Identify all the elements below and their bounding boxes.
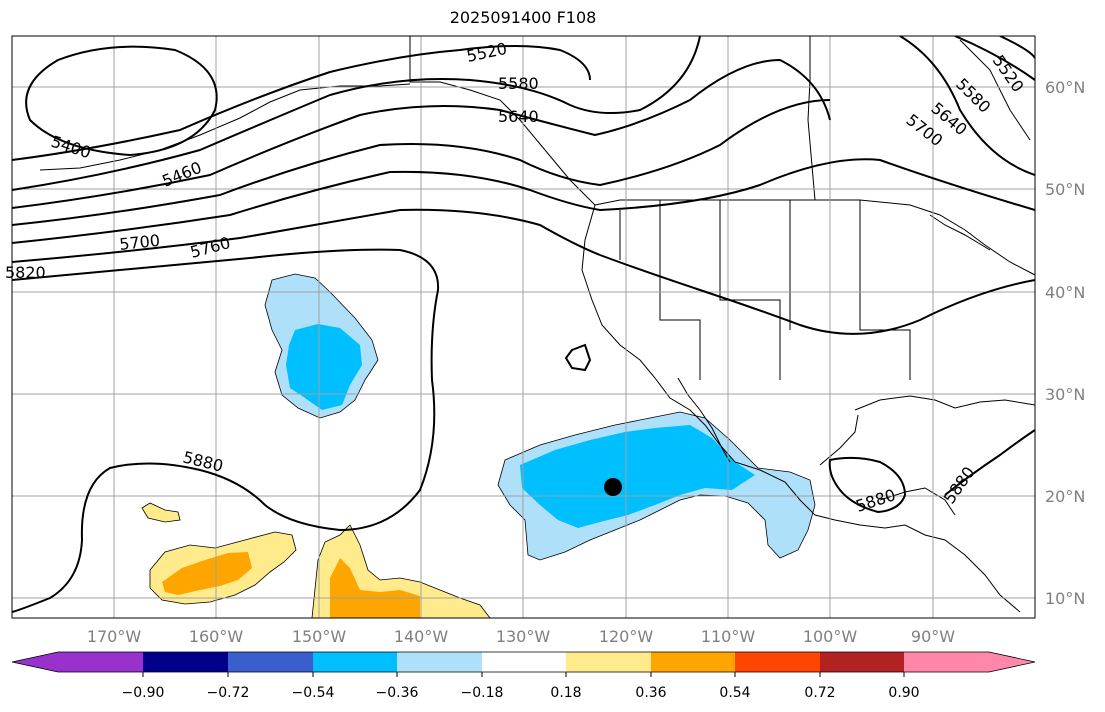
colorbar-segment — [397, 652, 482, 672]
colorbar-segment — [820, 652, 904, 672]
positive-anomaly-hawaii-south-core — [162, 552, 252, 595]
negative-anomaly-north-pacific-core — [286, 324, 362, 410]
colorbar-tick-label: 0.72 — [804, 685, 835, 701]
coastlines — [39, 36, 1035, 613]
colorbar-segment — [651, 652, 735, 672]
lat-tick-label: 40°N — [1045, 283, 1085, 302]
lon-tick-label: 100°W — [803, 627, 858, 646]
lon-tick-label: 120°W — [599, 627, 654, 646]
colorbar-tick-label: −0.18 — [461, 685, 504, 701]
colorbar-extend-high — [989, 652, 1035, 672]
map-title: 2025091400 F108 — [449, 8, 597, 27]
colorbar-segment — [58, 652, 143, 672]
anomaly-shading — [141, 273, 816, 618]
colorbar-tick-label: 0.18 — [550, 685, 581, 701]
colorbar-tick-label: −0.72 — [207, 685, 250, 701]
lon-tick-label: 160°W — [189, 627, 244, 646]
lat-tick-label: 60°N — [1045, 78, 1085, 97]
colorbar: −0.90 −0.72 −0.54 −0.36 −0.18 0.18 0.36 … — [11, 651, 1036, 701]
colorbar-tick-label: 0.90 — [888, 685, 919, 701]
colorbar-segment — [313, 652, 397, 672]
height-contours — [12, 36, 1035, 613]
colorbar-ticks — [142, 672, 905, 677]
colorbar-tick-label: −0.90 — [122, 685, 165, 701]
positive-anomaly-small — [141, 502, 181, 523]
colorbar-segment — [904, 652, 989, 672]
latitude-labels: 10°N 20°N 30°N 40°N 50°N 60°N — [1045, 78, 1085, 608]
lon-tick-label: 150°W — [292, 627, 347, 646]
graticule — [12, 36, 1035, 618]
colorbar-segment — [143, 652, 228, 672]
lon-tick-label: 110°W — [701, 627, 756, 646]
contour-label: 5580 — [498, 74, 539, 93]
map-frame — [11, 35, 1036, 619]
colorbar-extend-low — [12, 652, 58, 672]
colorbar-tick-label: −0.36 — [376, 685, 419, 701]
longitude-labels: 170°W 160°W 150°W 140°W 130°W 120°W 110°… — [87, 627, 955, 646]
lat-tick-label: 50°N — [1045, 180, 1085, 199]
lon-tick-label: 140°W — [394, 627, 449, 646]
contour-label: 5820 — [5, 263, 46, 282]
location-marker — [604, 478, 622, 496]
colorbar-tick-label: 0.54 — [719, 685, 750, 701]
colorbar-segment — [566, 652, 651, 672]
lat-tick-label: 10°N — [1045, 589, 1085, 608]
colorbar-outline — [11, 651, 1036, 673]
colorbar-tick-label: 0.36 — [635, 685, 666, 701]
negative-anomaly-mexico-coast-core — [520, 425, 755, 528]
lat-tick-label: 20°N — [1045, 487, 1085, 506]
colorbar-segment — [482, 652, 566, 672]
lon-tick-label: 130°W — [496, 627, 551, 646]
contour-label: 5700 — [118, 231, 160, 254]
lat-tick-label: 30°N — [1045, 385, 1085, 404]
colorbar-tick-label: −0.54 — [292, 685, 335, 701]
lon-tick-label: 90°W — [911, 627, 955, 646]
contour-label: 5640 — [498, 107, 539, 126]
lon-tick-label: 170°W — [87, 627, 142, 646]
colorbar-segment — [735, 652, 820, 672]
positive-anomaly-south-central-core — [330, 558, 420, 618]
colorbar-segment — [228, 652, 313, 672]
